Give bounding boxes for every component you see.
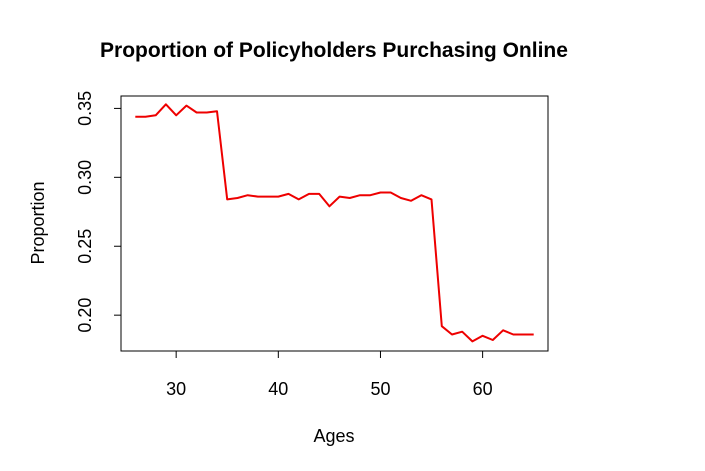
y-axis: 0.20 0.25 0.30 0.35 (75, 91, 122, 333)
x-tick-label: 40 (268, 379, 288, 399)
x-tick-label: 60 (473, 379, 493, 399)
plot-frame (120, 95, 549, 352)
x-tick-label: 50 (370, 379, 390, 399)
series-line (135, 103, 534, 343)
chart-title: Proportion of Policyholders Purchasing O… (100, 39, 568, 62)
x-tick-label: 30 (166, 379, 186, 399)
y-tick-label: 0.25 (75, 229, 95, 264)
x-axis: 30 40 50 60 (166, 350, 493, 399)
y-tick-label: 0.30 (75, 160, 95, 195)
y-tick-label: 0.35 (75, 91, 95, 126)
y-axis-label: Proportion (28, 181, 48, 264)
y-tick-label: 0.20 (75, 298, 95, 333)
series-group (135, 103, 534, 343)
x-axis-label: Ages (313, 426, 354, 446)
